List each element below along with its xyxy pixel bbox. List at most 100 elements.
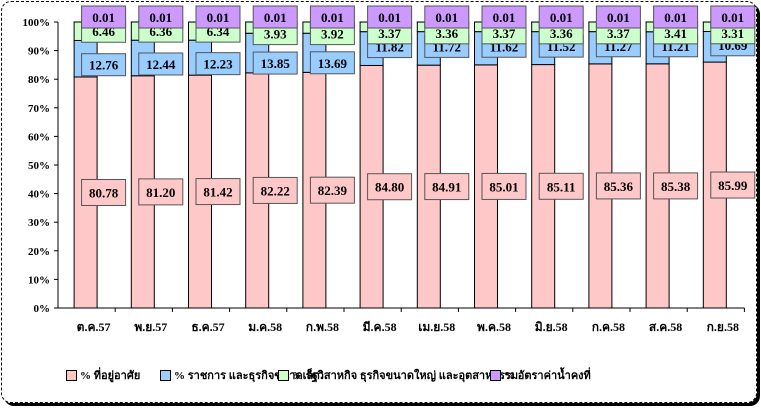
- data-label-box: [538, 5, 584, 29]
- data-label: 3.36: [550, 26, 573, 41]
- data-label: 84.80: [375, 180, 404, 195]
- data-label: 0.01: [378, 10, 401, 25]
- x-tick-label: มี.ค.58: [363, 320, 397, 334]
- data-label-box: [481, 5, 527, 29]
- data-label-box: [595, 172, 641, 200]
- legend-swatch: [66, 369, 77, 381]
- data-label-box: [195, 5, 241, 29]
- legend-item: % รัฐวิสาหกิจ ธุรกิจขนาดใหญ่ และอุตสาหกร…: [278, 366, 518, 384]
- data-label-box: [424, 173, 470, 201]
- data-label: 12.44: [146, 57, 176, 72]
- data-label-box: [252, 176, 298, 204]
- x-tick-label: ก.ค.58: [592, 320, 625, 334]
- y-tick-label: 40%: [28, 189, 50, 201]
- data-label: 0.01: [550, 10, 573, 25]
- data-label-box: [81, 5, 127, 29]
- data-label-box: [710, 171, 756, 199]
- data-label: 3.37: [607, 26, 630, 41]
- data-label-box: [138, 178, 184, 206]
- legend: % ที่อยู่อาศัย% ราชการ และธุรกิจขนาดเล็ก…: [0, 366, 761, 386]
- y-tick-label: 70%: [28, 103, 50, 115]
- x-tick-label: พ.ย.57: [134, 320, 167, 334]
- data-label-box: [538, 172, 584, 200]
- data-label: 0.01: [92, 10, 115, 25]
- legend-item: % ที่อยู่อาศัย: [66, 366, 140, 384]
- data-label: 0.01: [664, 10, 687, 25]
- data-label-box: [81, 53, 127, 77]
- legend-label: % ที่อยู่อาศัย: [80, 370, 141, 382]
- data-label: 0.01: [721, 10, 744, 25]
- x-tick-label: ส.ค.58: [649, 320, 682, 334]
- data-label-box: [309, 5, 355, 29]
- data-label: 3.36: [435, 26, 458, 41]
- data-label: 85.99: [718, 178, 748, 193]
- data-label: 13.69: [318, 56, 348, 71]
- data-label: 81.20: [146, 185, 175, 200]
- data-label-box: [595, 5, 641, 29]
- data-label: 13.85: [261, 56, 291, 71]
- data-label-box: [481, 172, 527, 200]
- x-tick-label: ธ.ค.57: [191, 320, 224, 334]
- y-tick-label: 80%: [28, 74, 50, 86]
- data-label-box: [424, 5, 470, 29]
- data-label-box: [252, 51, 298, 75]
- data-label-box: [309, 51, 355, 75]
- x-tick-label: เม.ย.58: [418, 320, 455, 334]
- data-label: 0.01: [264, 10, 287, 25]
- y-tick-label: 10%: [28, 274, 50, 286]
- y-tick-label: 0%: [34, 303, 51, 315]
- data-label: 12.76: [89, 58, 119, 73]
- data-label: 84.91: [432, 180, 461, 195]
- data-label-box: [138, 5, 184, 29]
- data-label: 85.01: [489, 179, 518, 194]
- data-label-box: [653, 5, 699, 29]
- data-label: 0.01: [607, 10, 630, 25]
- y-tick-label: 50%: [28, 160, 50, 172]
- x-tick-label: มิ.ย.58: [535, 320, 568, 334]
- data-label: 3.37: [493, 26, 516, 41]
- data-label-box: [195, 52, 241, 76]
- data-label-box: [252, 5, 298, 29]
- data-label: 80.78: [89, 185, 119, 200]
- data-label-box: [138, 52, 184, 76]
- data-label-box: [367, 173, 413, 201]
- data-label: 3.31: [721, 26, 744, 41]
- data-label-box: [653, 172, 699, 200]
- y-tick-label: 20%: [28, 246, 50, 258]
- x-tick-label: ก.ย.58: [707, 320, 739, 334]
- data-label: 3.92: [321, 27, 344, 42]
- data-label-box: [309, 176, 355, 204]
- legend-swatch: [278, 369, 289, 381]
- data-label: 0.01: [493, 10, 516, 25]
- data-label: 81.42: [203, 185, 232, 200]
- data-label: 82.39: [318, 183, 348, 198]
- data-label: 0.01: [321, 10, 344, 25]
- data-label: 85.36: [604, 179, 634, 194]
- data-label: 82.22: [261, 183, 290, 198]
- data-label: 3.41: [664, 26, 687, 41]
- y-tick-label: 30%: [28, 217, 50, 229]
- legend-label: % รัฐวิสาหกิจ ธุรกิจขนาดใหญ่ และอุตสาหกร…: [292, 370, 519, 382]
- data-label-box: [195, 178, 241, 206]
- data-label-box: [367, 5, 413, 29]
- x-tick-label: พ.ค.58: [477, 320, 511, 334]
- data-label: 0.01: [207, 10, 230, 25]
- data-label-box: [710, 5, 756, 29]
- y-tick-label: 90%: [28, 46, 50, 58]
- data-label: 12.23: [203, 57, 233, 72]
- data-label: 0.01: [435, 10, 458, 25]
- data-label-box: [81, 178, 127, 206]
- x-tick-label: ต.ค.57: [77, 320, 111, 334]
- data-label: 85.11: [547, 179, 576, 194]
- data-label: 0.01: [149, 10, 172, 25]
- data-label: 3.93: [264, 27, 287, 42]
- legend-item: % อัตราค่าน้ำคงที่: [490, 366, 591, 384]
- data-label: 3.37: [378, 26, 401, 41]
- y-tick-label: 60%: [28, 131, 50, 143]
- x-tick-label: ม.ค.58: [248, 320, 282, 334]
- y-tick-label: 100%: [23, 17, 51, 29]
- legend-swatch: [160, 369, 171, 381]
- legend-label: % อัตราค่าน้ำคงที่: [504, 370, 591, 382]
- x-tick-label: ก.พ.58: [306, 320, 339, 334]
